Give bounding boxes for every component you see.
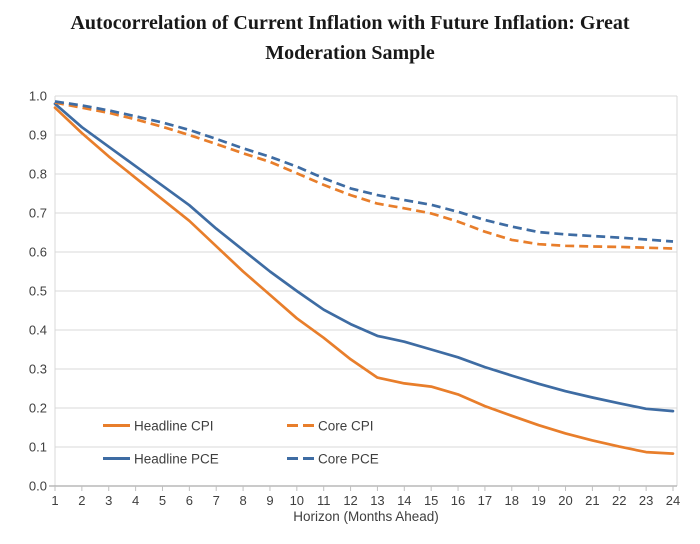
x-axis-label-18: 18 [505, 493, 519, 508]
legend-label-headline-pce: Headline PCE [134, 452, 219, 467]
x-axis-label-15: 15 [424, 493, 438, 508]
legend-label-core-cpi: Core CPI [318, 419, 374, 434]
x-axis-label-17: 17 [478, 493, 492, 508]
x-axis-label-1: 1 [51, 493, 58, 508]
x-axis-label-13: 13 [370, 493, 384, 508]
x-axis-title: Horizon (Months Ahead) [293, 509, 439, 524]
legend-item-core-cpi: Core CPI [287, 419, 374, 434]
series-core-cpi-line [54, 101, 674, 250]
x-axis-label-6: 6 [186, 493, 193, 508]
series-headline-cpi-line [53, 106, 675, 455]
y-axis-label-0.1: 0.1 [29, 440, 47, 455]
x-axis-label-21: 21 [585, 493, 599, 508]
y-axis-label-0.9: 0.9 [29, 128, 47, 143]
x-axis-label-23: 23 [639, 493, 653, 508]
y-axis-label-0.5: 0.5 [29, 284, 47, 299]
legend-item-core-pce: Core PCE [287, 452, 379, 467]
x-axis-label-12: 12 [343, 493, 357, 508]
x-axis-label-7: 7 [213, 493, 220, 508]
y-axis-label-1.0: 1.0 [29, 89, 47, 104]
x-axis-label-4: 4 [132, 493, 139, 508]
x-axis-label-9: 9 [266, 493, 273, 508]
chart-title: Autocorrelation of Current Inflation wit… [0, 8, 700, 68]
x-axis-label-10: 10 [290, 493, 304, 508]
x-axis-label-19: 19 [531, 493, 545, 508]
x-axis-label-8: 8 [239, 493, 246, 508]
legend-label-headline-cpi: Headline CPI [134, 419, 214, 434]
x-axis-label-2: 2 [78, 493, 85, 508]
y-axis-label-0.6: 0.6 [29, 245, 47, 260]
y-axis-label-0.4: 0.4 [29, 323, 47, 338]
chart-title-line1: Autocorrelation of Current Inflation wit… [70, 12, 630, 34]
y-axis-label-0.7: 0.7 [29, 206, 47, 221]
x-axis-label-16: 16 [451, 493, 465, 508]
x-axis-label-20: 20 [558, 493, 572, 508]
y-axis-label-0.3: 0.3 [29, 362, 47, 377]
legend-label-core-pce: Core PCE [318, 452, 379, 467]
x-axis-label-5: 5 [159, 493, 166, 508]
x-axis-label-14: 14 [397, 493, 411, 508]
x-axis-label-3: 3 [105, 493, 112, 508]
y-axis-label-0.8: 0.8 [29, 167, 47, 182]
x-axis-label-24: 24 [666, 493, 680, 508]
legend-item-headline-pce: Headline PCE [103, 452, 219, 467]
y-axis-label-0.0: 0.0 [29, 479, 47, 494]
chart-title-line2: Moderation Sample [265, 42, 435, 64]
x-axis-label-11: 11 [317, 493, 331, 508]
series-headline-pce-line [53, 102, 675, 413]
series-core-pce-line [54, 100, 674, 243]
legend-item-headline-cpi: Headline CPI [103, 419, 214, 434]
y-axis-label-0.2: 0.2 [29, 401, 47, 416]
x-axis-label-22: 22 [612, 493, 626, 508]
